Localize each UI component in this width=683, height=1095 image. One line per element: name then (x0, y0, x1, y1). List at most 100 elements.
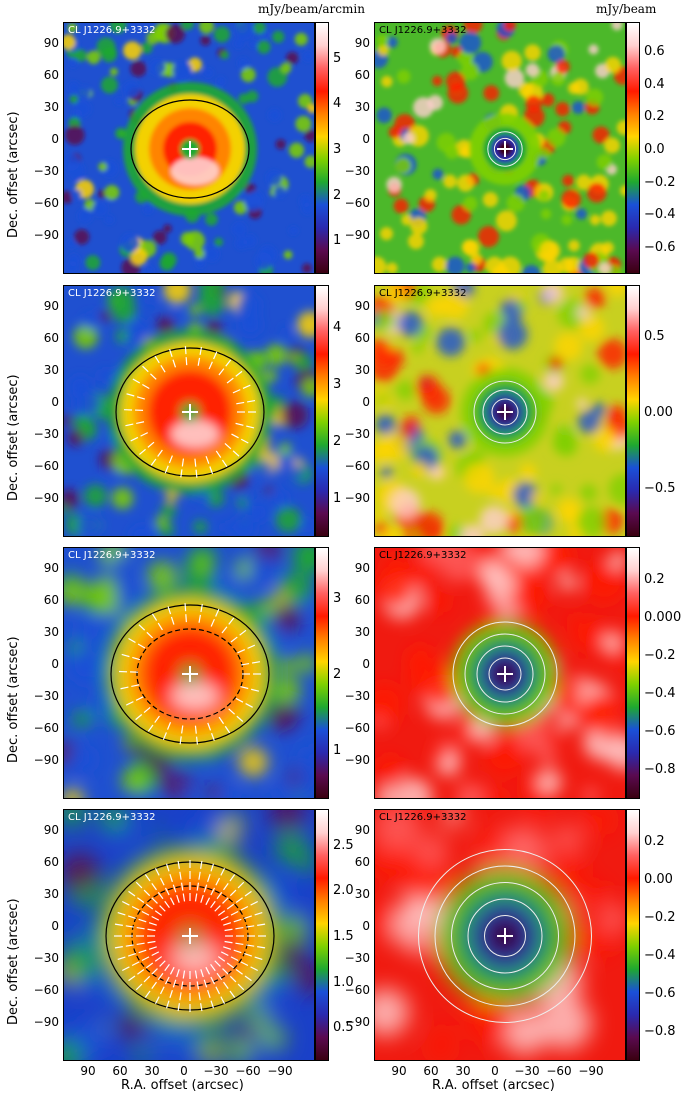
x-tick-label: 60 (112, 1064, 128, 1078)
y-tick-label: 60 (43, 68, 59, 82)
center-cross-marker (497, 141, 513, 157)
center-cross-marker (182, 928, 198, 944)
colorbar (315, 285, 329, 537)
y-tick-label: −30 (33, 689, 59, 703)
y-axis-label: Dec. offset (arcsec) (6, 636, 21, 763)
colorbar-tick-label: 2.0 (333, 883, 354, 899)
x-tick-label: −30 (203, 1064, 229, 1078)
map-image (375, 810, 625, 1060)
map-panel-r4-right: CL J1226.9+3332 (374, 809, 626, 1061)
panel-title: CL J1226.9+3332 (379, 550, 467, 561)
center-cross-marker (497, 928, 513, 944)
map-image (64, 23, 314, 273)
y-tick-label: −60 (33, 721, 59, 735)
unit-label-left: mJy/beam/arcmin (258, 2, 365, 16)
colorbar-tick-label: −0.8 (644, 1024, 676, 1039)
panel-title: CL J1226.9+3332 (68, 550, 156, 561)
colorbar-tick-label: −0.4 (644, 686, 676, 701)
y-tick-label: 0 (51, 657, 59, 671)
colorbar-tick-label: 1.0 (333, 974, 354, 990)
colorbar-tick-label: −0.2 (644, 648, 676, 663)
y-axis-label: Dec. offset (arcsec) (6, 111, 21, 238)
x-tick-label: 30 (144, 1064, 160, 1078)
y-tick-label: −30 (33, 951, 59, 965)
y-tick-label: 0 (362, 395, 370, 409)
colorbar-tick-label: 0.5 (333, 1020, 354, 1036)
x-axis-label: R.A. offset (arcsec) (121, 1078, 244, 1093)
y-tick-label: 90 (354, 561, 370, 575)
y-tick-label: 90 (354, 823, 370, 837)
y-tick-label: −60 (344, 459, 370, 473)
colorbar-tick-label: 0.6 (644, 44, 665, 60)
y-tick-label: −60 (33, 459, 59, 473)
colorbar (626, 809, 640, 1061)
colorbar-tick-label: 5 (333, 50, 342, 66)
y-tick-label: 30 (354, 363, 370, 377)
panel-title: CL J1226.9+3332 (379, 812, 467, 823)
y-tick-label: −90 (33, 491, 59, 505)
panel-title: CL J1226.9+3332 (68, 288, 156, 299)
y-tick-label: 90 (43, 823, 59, 837)
panel-title: CL J1226.9+3332 (68, 25, 156, 36)
y-tick-label: 0 (362, 132, 370, 146)
colorbar (315, 809, 329, 1061)
colorbar-tick-label: 3 (333, 142, 342, 157)
map-image (375, 286, 625, 536)
colorbar (315, 547, 329, 799)
colorbar-tick-label: 0.2 (644, 572, 665, 587)
colorbar-tick-label: 2.5 (333, 837, 354, 853)
y-tick-label: 0 (51, 919, 59, 933)
panel-title: CL J1226.9+3332 (379, 288, 467, 299)
colorbar-tick-label: 4 (333, 319, 342, 335)
y-tick-label: −90 (33, 753, 59, 767)
center-cross-marker (182, 404, 198, 420)
x-axis-label: R.A. offset (arcsec) (432, 1078, 555, 1093)
colorbar (626, 547, 640, 799)
colorbar-tick-label: −0.8 (644, 762, 676, 777)
map-panel-r2-right: CL J1226.9+3332 (374, 285, 626, 537)
x-tick-label: −30 (514, 1064, 540, 1078)
y-tick-label: 30 (43, 100, 59, 114)
y-tick-label: 60 (354, 855, 370, 869)
y-tick-label: −60 (33, 983, 59, 997)
map-image (64, 548, 314, 798)
y-tick-label: 60 (354, 331, 370, 345)
y-tick-label: 0 (362, 657, 370, 671)
y-tick-label: −60 (344, 721, 370, 735)
panel-title: CL J1226.9+3332 (379, 25, 467, 36)
center-cross-marker (182, 141, 198, 157)
y-tick-label: 30 (354, 887, 370, 901)
colorbar-tick-label: −0.6 (644, 986, 676, 1001)
y-tick-label: 30 (43, 363, 59, 377)
y-tick-label: −60 (344, 983, 370, 997)
x-tick-label: 0 (180, 1064, 188, 1078)
colorbar-tick-label: 2 (333, 187, 342, 203)
colorbar-tick-label: 4 (333, 96, 342, 112)
y-tick-label: −90 (344, 1015, 370, 1029)
y-tick-label: −30 (344, 689, 370, 703)
center-cross-marker (497, 666, 513, 682)
colorbar-tick-label: 2 (333, 667, 342, 682)
colorbar-tick-label: 0.000 (644, 610, 682, 625)
panel-title: CL J1226.9+3332 (68, 812, 156, 823)
colorbar-tick-label: 0.2 (644, 109, 665, 125)
y-tick-label: −30 (344, 951, 370, 965)
colorbar-tick-label: 3 (333, 591, 342, 606)
map-panel-r1-left: CL J1226.9+3332 (63, 22, 315, 274)
x-tick-label: −90 (578, 1064, 604, 1078)
y-tick-label: −30 (33, 164, 59, 178)
colorbar-tick-label: 3 (333, 376, 342, 392)
y-tick-label: 60 (43, 331, 59, 345)
colorbar-tick-label: −0.2 (644, 910, 676, 925)
y-tick-label: 30 (354, 625, 370, 639)
y-tick-label: 60 (354, 68, 370, 82)
y-tick-label: 0 (362, 919, 370, 933)
y-axis-label: Dec. offset (arcsec) (6, 374, 21, 501)
y-axis-label: Dec. offset (arcsec) (6, 898, 21, 1025)
map-image (375, 548, 625, 798)
y-tick-label: 90 (43, 36, 59, 50)
y-tick-label: −90 (344, 753, 370, 767)
y-tick-label: −30 (344, 164, 370, 178)
map-image (64, 286, 314, 536)
x-tick-label: 90 (391, 1064, 407, 1078)
